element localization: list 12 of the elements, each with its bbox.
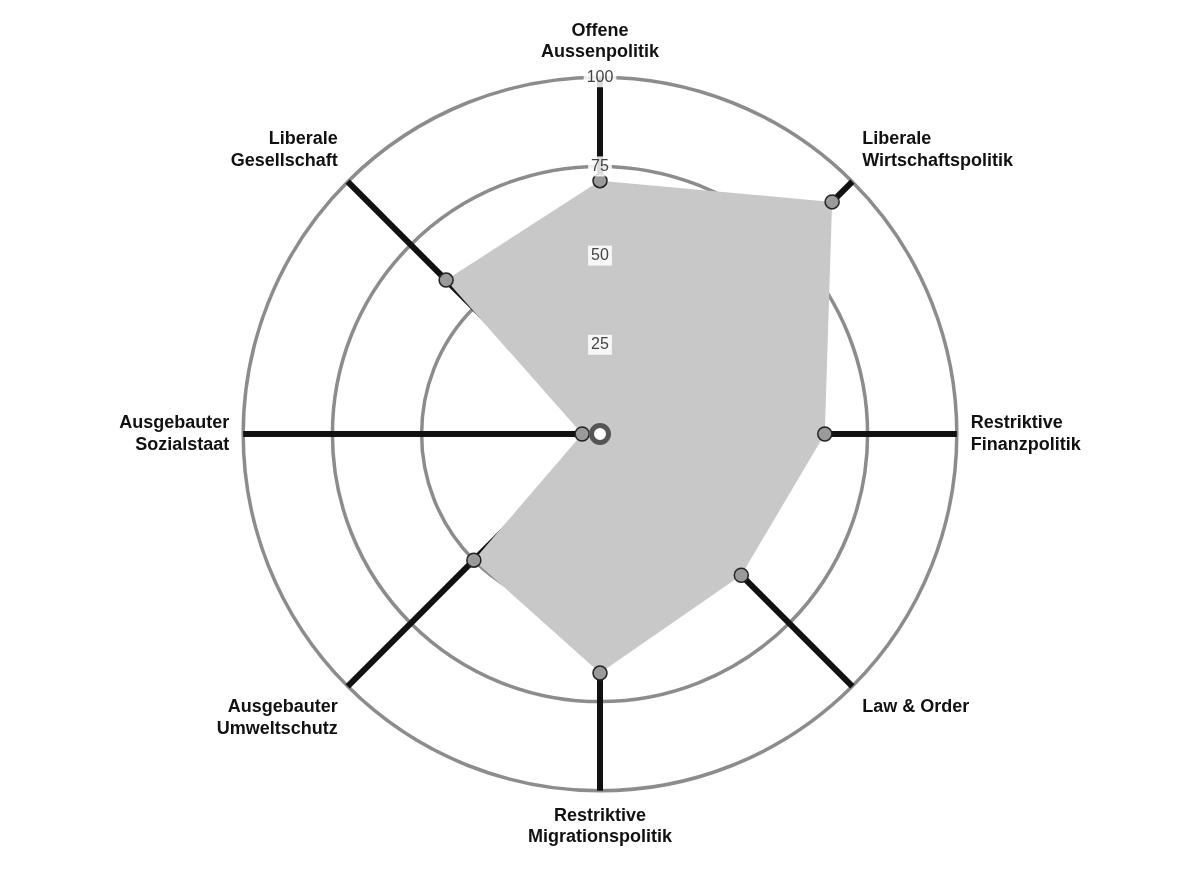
spoke-label: Liberale Wirtschaftspolitik — [862, 128, 1015, 170]
spoke-label: Restriktive Migrationspolitik — [528, 804, 673, 847]
spoke-label: Law & Order — [862, 695, 970, 716]
y-tick-label: 25 — [591, 335, 609, 353]
y-tick-label: 100 — [586, 67, 614, 85]
y-tick-label: 75 — [591, 156, 609, 174]
y-tick-label: 50 — [591, 246, 609, 264]
spoke-label: Liberale Gesellschaft — [230, 128, 338, 170]
spoke-label: Offene Aussenpolitik — [540, 19, 660, 62]
spoke-label: Restriktive Finanzpolitik — [970, 412, 1082, 454]
spoke-label: Ausgebauter Umweltschutz — [216, 695, 338, 738]
spoke-label: Ausgebauter Sozialstaat — [119, 412, 230, 454]
